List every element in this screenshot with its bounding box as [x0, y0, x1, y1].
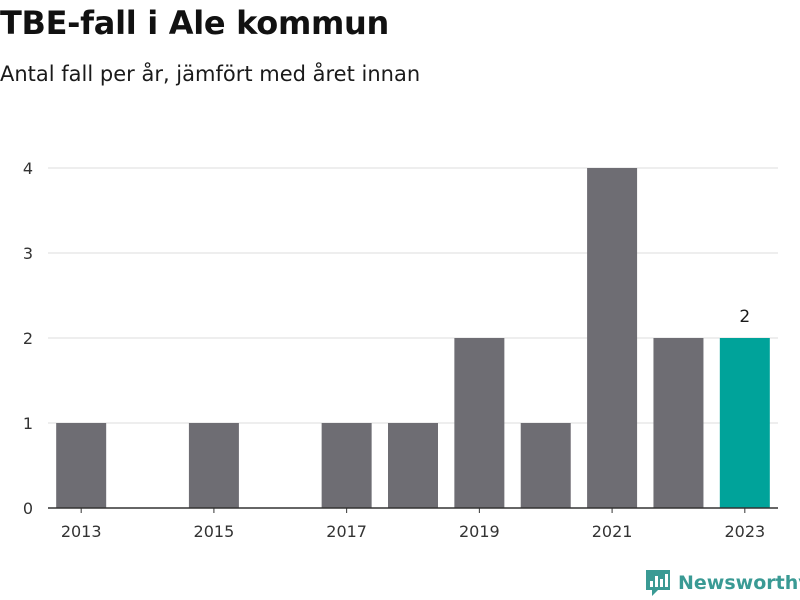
x-tick-label: 2013 [61, 522, 102, 541]
bar-2013 [56, 423, 107, 508]
newsworthy-logo-icon [646, 570, 670, 596]
brand-logo[interactable]: Newsworthy [644, 568, 800, 598]
y-tick-label: 4 [23, 159, 33, 178]
chart-title: TBE-fall i Ale kommun [0, 4, 389, 42]
bar-2020 [520, 423, 571, 508]
y-tick-label: 0 [23, 499, 33, 518]
y-tick-label: 2 [23, 329, 33, 348]
bar-2017 [321, 423, 372, 508]
bar-2018 [388, 423, 438, 508]
brand-name: Newsworthy [678, 572, 800, 594]
y-tick-label: 1 [23, 414, 33, 433]
bar-2022 [653, 338, 704, 508]
bar-2019 [454, 338, 505, 508]
chart-subtitle: Antal fall per år, jämfört med året inna… [0, 62, 421, 86]
x-tick-label: 2017 [326, 522, 367, 541]
x-tick-label: 2019 [459, 522, 500, 541]
bar-2021 [587, 168, 638, 508]
x-tick-label: 2023 [724, 522, 765, 541]
x-tick-label: 2015 [194, 522, 235, 541]
data-label-2023: 2 [739, 307, 750, 327]
bar-2015 [188, 423, 239, 508]
x-tick-label: 2021 [592, 522, 633, 541]
bar-2023 [719, 338, 770, 508]
y-tick-label: 3 [23, 244, 33, 263]
